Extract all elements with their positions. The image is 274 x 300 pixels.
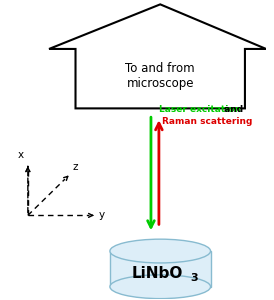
Text: Laser excitation: Laser excitation — [159, 105, 241, 114]
Ellipse shape — [110, 275, 210, 298]
Ellipse shape — [110, 239, 210, 263]
Text: z: z — [72, 162, 78, 172]
Text: Raman scattering: Raman scattering — [162, 117, 252, 126]
Polygon shape — [110, 251, 210, 287]
Text: LiNbO: LiNbO — [132, 266, 183, 281]
Polygon shape — [49, 4, 266, 108]
Text: x: x — [18, 149, 24, 160]
Text: y: y — [99, 210, 105, 220]
Text: 3: 3 — [190, 273, 198, 283]
Text: To and from
microscope: To and from microscope — [125, 62, 195, 90]
Text: and: and — [221, 105, 243, 114]
